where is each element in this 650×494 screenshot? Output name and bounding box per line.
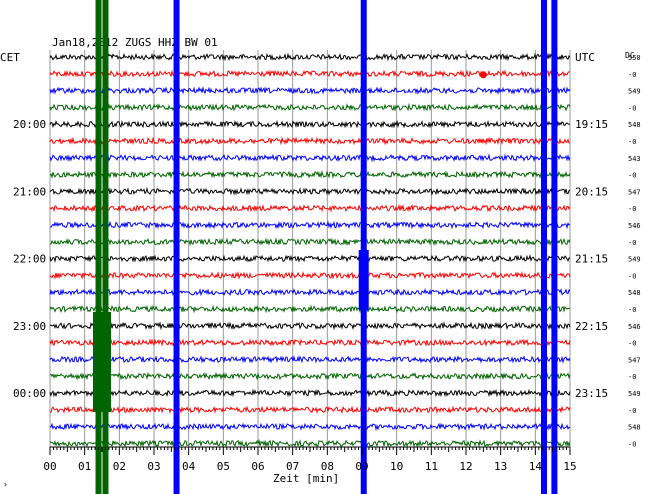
left-timezone-label: CET bbox=[0, 51, 20, 64]
dc-value: -0 bbox=[628, 306, 636, 314]
seismic-trace bbox=[49, 86, 571, 96]
seismic-trace bbox=[49, 304, 571, 314]
seismic-trace bbox=[49, 136, 571, 146]
event-bars bbox=[93, 0, 558, 494]
x-axis-label: Zeit [min] bbox=[273, 472, 339, 485]
seismic-trace bbox=[49, 220, 571, 230]
x-tick-label: 06 bbox=[251, 460, 264, 473]
x-tick-label: 07 bbox=[286, 460, 299, 473]
seismic-trace bbox=[49, 439, 571, 448]
dc-value: 549 bbox=[628, 256, 641, 264]
seismic-trace bbox=[49, 153, 571, 163]
left-time-labels: 20:00 21:00 22:00 23:00 00:00 bbox=[13, 118, 46, 400]
x-tick-label: 09 bbox=[355, 460, 368, 473]
x-tick-label: 08 bbox=[321, 460, 334, 473]
x-tick-label: 10 bbox=[390, 460, 403, 473]
x-tick-label: 01 bbox=[78, 460, 91, 473]
dc-value: 550 bbox=[628, 54, 641, 62]
dc-value-labels: 550 -0 549 -0 548 -0 543 -0 547 -0 546 -0 549 -0 548 -0… bbox=[628, 54, 641, 448]
event-bar bbox=[173, 0, 180, 494]
corner-mark: › bbox=[3, 480, 8, 489]
seismic-trace bbox=[49, 203, 571, 213]
dc-value: -0 bbox=[628, 373, 636, 381]
dc-value: -0 bbox=[628, 407, 636, 415]
dc-value: 547 bbox=[628, 188, 641, 196]
dc-value: 548 bbox=[628, 424, 641, 432]
seismic-traces bbox=[49, 52, 571, 448]
seismic-trace bbox=[49, 186, 571, 196]
dc-value: -0 bbox=[628, 440, 636, 448]
right-hour-label: 21:15 bbox=[575, 253, 608, 266]
dc-value: 549 bbox=[628, 390, 641, 398]
x-tick-label: 04 bbox=[182, 460, 196, 473]
seismic-trace bbox=[49, 52, 571, 62]
event-burst bbox=[358, 250, 369, 310]
x-tick-label: 05 bbox=[217, 460, 230, 473]
event-burst bbox=[93, 312, 111, 412]
event-bar bbox=[360, 0, 367, 494]
x-tick-label: 00 bbox=[43, 460, 56, 473]
left-hour-label: 21:00 bbox=[13, 185, 46, 198]
x-axis: 00 01 02 03 04 05 06 07 08 09 10 11 12 13 14 15 bbox=[43, 447, 577, 473]
seismic-trace bbox=[49, 287, 571, 297]
left-hour-label: 00:00 bbox=[13, 387, 46, 400]
seismic-trace bbox=[49, 119, 571, 129]
x-tick-label: 12 bbox=[459, 460, 472, 473]
dc-value: -0 bbox=[628, 138, 636, 146]
seismic-trace bbox=[49, 388, 571, 398]
dc-value: -0 bbox=[628, 340, 636, 348]
seismic-trace bbox=[49, 237, 571, 247]
dc-value: -0 bbox=[628, 172, 636, 180]
left-hour-label: 20:00 bbox=[13, 118, 46, 131]
seismic-trace bbox=[49, 321, 571, 331]
seismic-trace bbox=[49, 405, 571, 415]
dc-value: 546 bbox=[628, 222, 641, 230]
seismic-trace bbox=[49, 271, 571, 280]
x-tick-label: 15 bbox=[563, 460, 576, 473]
dc-value: 546 bbox=[628, 323, 641, 331]
right-hour-label: 23:15 bbox=[575, 387, 608, 400]
chart-title: Jan18,2012 ZUGS HHZ BW 01 bbox=[52, 36, 218, 49]
dc-value: 547 bbox=[628, 356, 641, 364]
seismic-trace bbox=[49, 69, 571, 79]
seismic-trace bbox=[49, 254, 571, 264]
event-blip bbox=[479, 71, 487, 79]
dc-value: 548 bbox=[628, 289, 641, 297]
dc-value: -0 bbox=[628, 272, 636, 280]
dc-value: 549 bbox=[628, 88, 641, 96]
seismic-trace bbox=[49, 338, 571, 348]
dc-value: 543 bbox=[628, 155, 641, 163]
event-bar bbox=[541, 0, 547, 494]
right-hour-label: 19:15 bbox=[575, 118, 608, 131]
event-bar bbox=[551, 0, 558, 494]
x-tick-label: 02 bbox=[113, 460, 126, 473]
left-hour-label: 22:00 bbox=[13, 253, 46, 266]
dc-value: -0 bbox=[628, 104, 636, 112]
seismic-trace bbox=[49, 355, 571, 364]
event-bar bbox=[95, 0, 102, 494]
right-hour-label: 22:15 bbox=[575, 320, 608, 333]
event-bar bbox=[102, 0, 109, 494]
dc-value: -0 bbox=[628, 71, 636, 79]
x-tick-label: 13 bbox=[494, 460, 507, 473]
x-tick-label: 11 bbox=[425, 460, 438, 473]
dc-label: DC bbox=[625, 51, 635, 60]
seismic-trace bbox=[49, 102, 571, 112]
right-hour-label: 20:15 bbox=[575, 185, 608, 198]
grid bbox=[49, 50, 571, 448]
seismic-trace bbox=[49, 371, 571, 381]
left-hour-label: 23:00 bbox=[13, 320, 46, 333]
dc-value: 548 bbox=[628, 121, 641, 129]
x-tick-label: 14 bbox=[529, 460, 543, 473]
seismic-trace bbox=[49, 170, 571, 179]
right-time-labels: UTC 19:15 20:15 21:15 22:15 23:15 bbox=[575, 51, 608, 400]
dc-value: -0 bbox=[628, 239, 636, 247]
right-hour-label: UTC bbox=[575, 51, 595, 64]
seismic-trace bbox=[49, 422, 571, 432]
dc-value: -0 bbox=[628, 205, 636, 213]
x-tick-label: 03 bbox=[147, 460, 160, 473]
